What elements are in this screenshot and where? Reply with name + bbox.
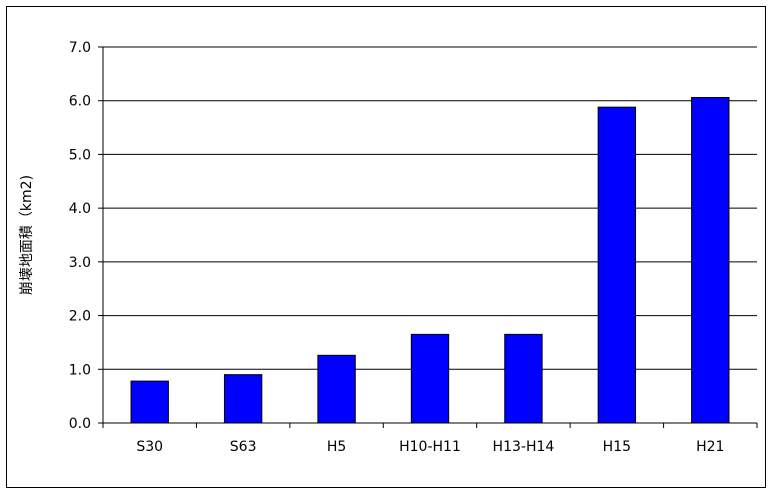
y-tick-label: 7.0 xyxy=(69,40,91,56)
x-tick-label: H13-H14 xyxy=(493,439,555,455)
y-tick-label: 6.0 xyxy=(69,94,91,110)
bar-chart: 0.0 1.0 2.0 3.0 4.0 5.0 6.0 7.0 S30 S63 H5 H10-H11… xyxy=(19,40,758,455)
bar xyxy=(597,106,637,424)
bar xyxy=(504,333,543,424)
bar xyxy=(130,380,169,424)
y-tick-label: 3.0 xyxy=(69,255,91,271)
bar xyxy=(223,374,263,424)
bar xyxy=(691,96,730,424)
axes xyxy=(98,46,758,428)
y-tick-label: 5.0 xyxy=(69,147,91,163)
x-tick-label: H10-H11 xyxy=(399,439,461,455)
x-tick-label: S63 xyxy=(230,439,257,455)
bar xyxy=(317,354,356,424)
gridlines xyxy=(103,46,757,370)
x-tick-label: H21 xyxy=(696,439,724,455)
bars xyxy=(130,96,730,424)
x-tick-label: S30 xyxy=(136,439,163,455)
x-tick-label: H5 xyxy=(327,439,346,455)
y-tick-label: 2.0 xyxy=(69,309,91,325)
chart-frame: 0.0 1.0 2.0 3.0 4.0 5.0 6.0 7.0 S30 S63 H5 H10-H11… xyxy=(6,6,766,488)
bar xyxy=(410,333,450,424)
y-axis-label: 崩壊地面積（km2) xyxy=(19,175,35,295)
y-tick-label: 4.0 xyxy=(69,201,91,217)
y-tick-labels: 0.0 1.0 2.0 3.0 4.0 5.0 6.0 7.0 xyxy=(69,40,91,432)
y-tick-label: 1.0 xyxy=(69,362,91,378)
y-tick-label: 0.0 xyxy=(69,416,91,432)
x-tick-labels: S30 S63 H5 H10-H11 H13-H14 H15 H21 xyxy=(136,439,724,455)
x-tick-label: H15 xyxy=(603,439,631,455)
